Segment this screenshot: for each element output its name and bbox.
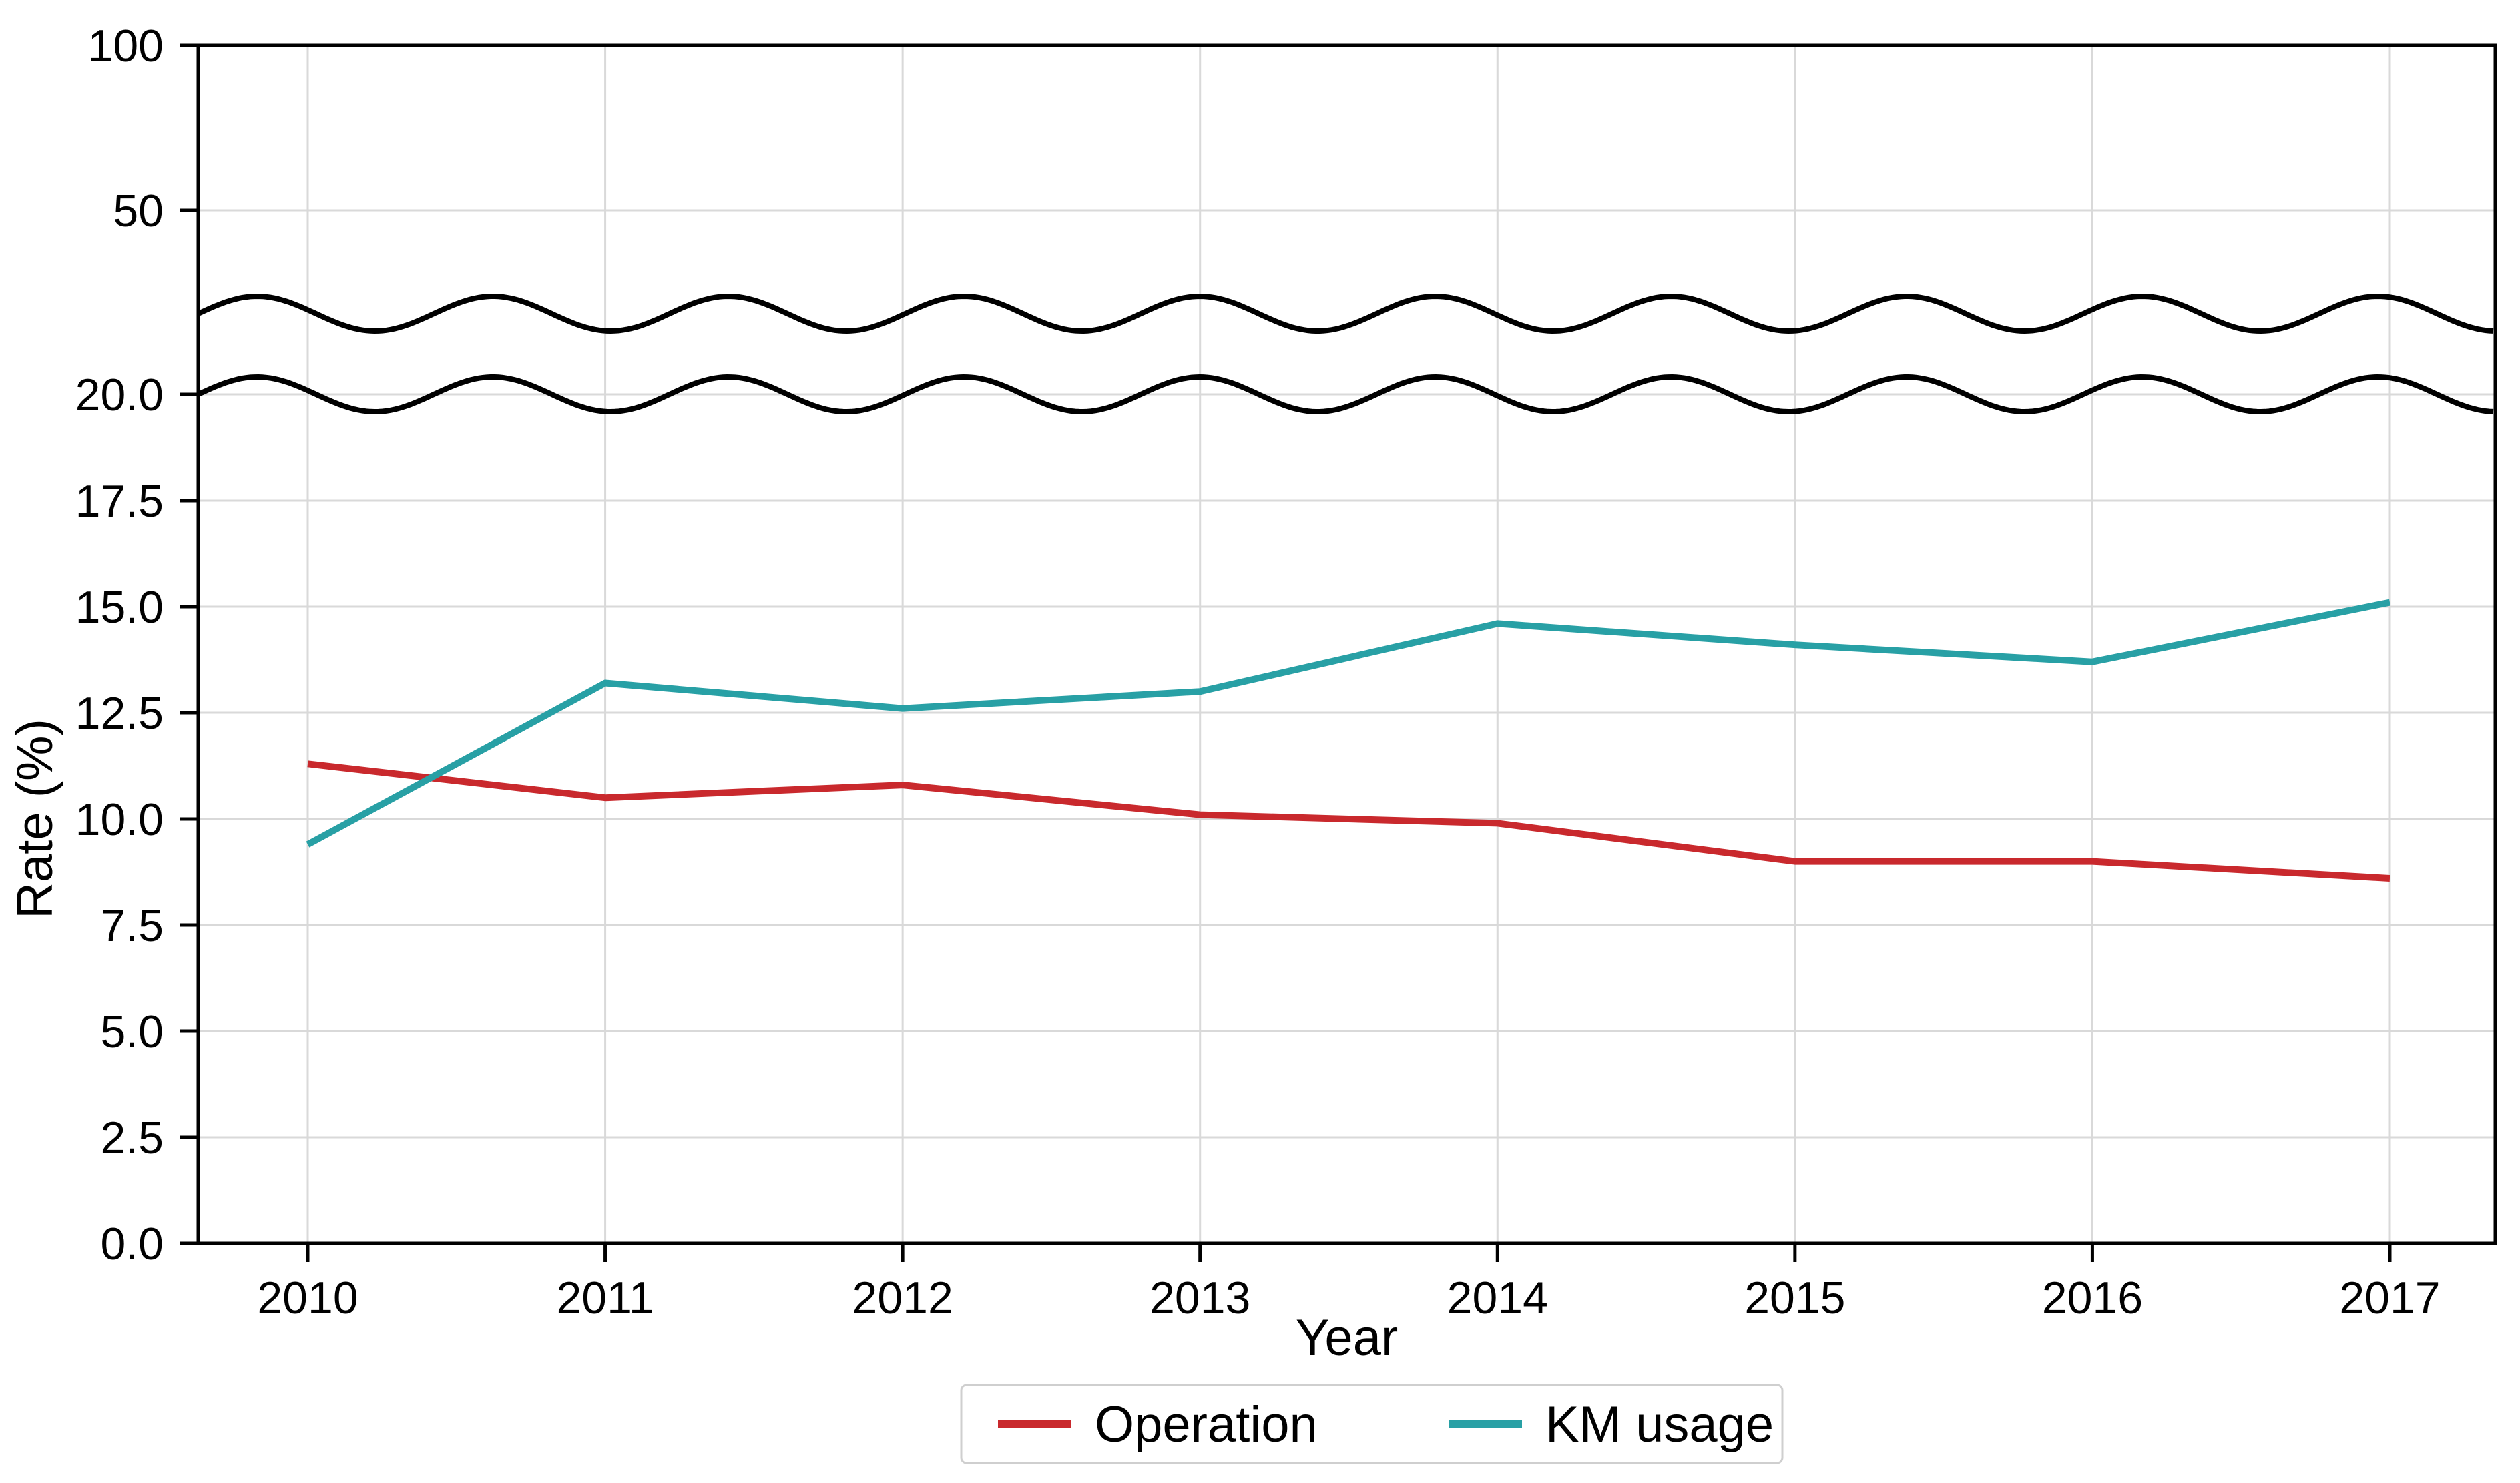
x-axis-label: Year	[1296, 1309, 1399, 1366]
plot-border	[196, 43, 2497, 1245]
axis-break-wave-upper	[197, 293, 2494, 334]
x-tick-label-2010: 2010	[257, 1273, 358, 1323]
series-line-operation	[307, 760, 2390, 882]
y-tick-label-20.0: 20.0	[75, 370, 164, 420]
axis-break-wave-lower	[197, 374, 2494, 415]
y-tick-label-2.5: 2.5	[100, 1113, 164, 1163]
y-tick-label-0.0: 0.0	[100, 1219, 164, 1269]
x-tick-label-2016: 2016	[2042, 1273, 2143, 1323]
legend-label-km-usage: KM usage	[1545, 1396, 1774, 1453]
y-tick-label-100: 100	[88, 21, 164, 71]
y-tick-label-10.0: 10.0	[75, 794, 164, 845]
x-tick-label-2013: 2013	[1150, 1273, 1250, 1323]
y-tick-label-5.0: 5.0	[100, 1006, 164, 1057]
x-tick-label-2012: 2012	[852, 1273, 953, 1323]
legend-box	[960, 1384, 1784, 1464]
legend-label-operation: Operation	[1095, 1396, 1318, 1453]
y-tick-label-17.5: 17.5	[75, 476, 164, 527]
x-tick-label-2017: 2017	[2339, 1273, 2440, 1323]
y-tick-label-7.5: 7.5	[100, 900, 164, 951]
tick-marks	[180, 43, 2392, 1262]
y-axis-label: Rate (%)	[7, 719, 63, 919]
x-tick-label-2011: 2011	[556, 1273, 654, 1323]
y-tick-label-12.5: 12.5	[75, 688, 164, 739]
x-tick-label-2015: 2015	[1744, 1273, 1845, 1323]
x-tick-label-2014: 2014	[1447, 1273, 1548, 1323]
series-line-km-usage	[306, 599, 2390, 848]
y-tick-label-50: 50	[113, 186, 164, 236]
y-tick-label-15.0: 15.0	[75, 582, 164, 633]
legend: Operation KM usage	[960, 1384, 1784, 1464]
